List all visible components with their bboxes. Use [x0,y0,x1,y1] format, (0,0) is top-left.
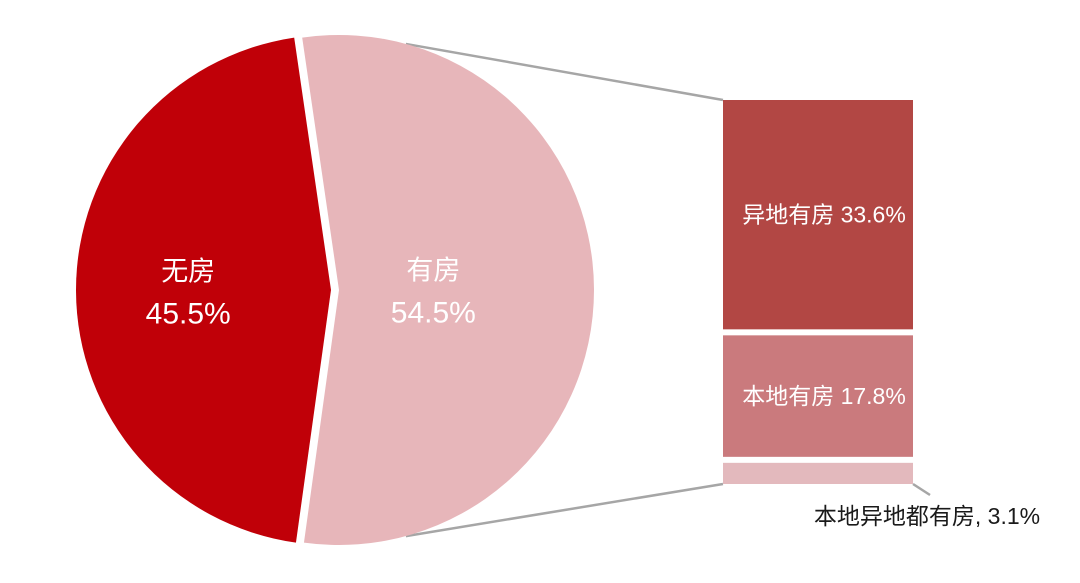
connector-line-bottom [405,482,724,538]
pie: 无房 45.5% 有房 54.5% [75,34,594,545]
pie-slice-has-house [302,34,594,545]
pie-slice-has-house-label: 有房 [406,256,460,286]
connector-line-top [405,42,724,102]
pie-slice-no-house-pct: 45.5% [146,298,231,331]
pie-slice-no-house [75,37,332,543]
bar-segment-local-house-label: 本地有房 17.8% [742,383,906,409]
pie-slice-no-house-label: 无房 [161,257,215,287]
leader-line-small-segment [912,482,931,497]
connector-lines [405,42,931,538]
bar-segment-both-houses-label: 本地异地都有房, 3.1% [814,503,1040,529]
bar-segment-local-house [723,335,913,457]
bar-segment-remote-house [723,100,913,330]
breakdown-bar: 异地有房 33.6% 本地有房 17.8% 本地异地都有房, 3.1% [723,100,1040,529]
pie-slice-has-house-pct: 54.5% [391,297,476,330]
bar-segment-remote-house-label: 异地有房 33.6% [742,202,906,228]
bar-segment-both-houses [723,462,913,484]
